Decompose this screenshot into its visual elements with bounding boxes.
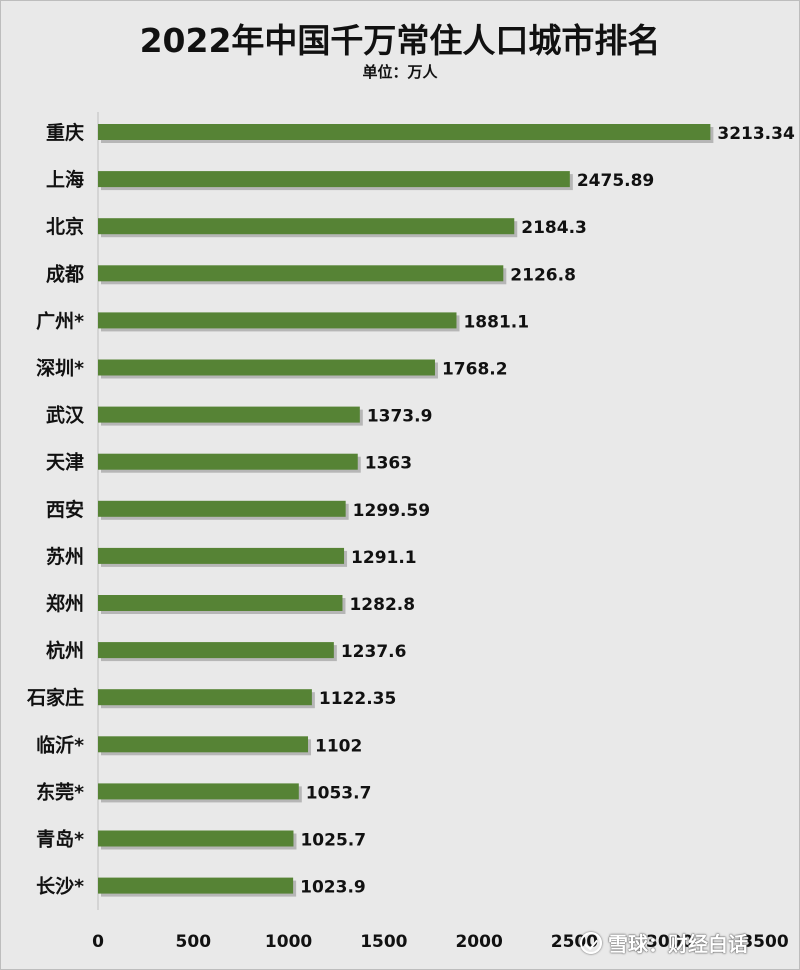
category-label: 武汉 bbox=[46, 405, 85, 427]
category-label: 成都 bbox=[46, 262, 84, 285]
bar bbox=[98, 124, 711, 140]
category-label: 东莞* bbox=[36, 780, 84, 803]
value-label: 1122.35 bbox=[319, 689, 396, 709]
value-label: 1025.7 bbox=[300, 831, 366, 851]
category-label: 广州* bbox=[36, 309, 84, 332]
value-label: 1053.7 bbox=[306, 783, 372, 803]
bar bbox=[98, 453, 358, 470]
category-label: 青岛* bbox=[36, 828, 84, 851]
bar bbox=[98, 877, 294, 894]
value-label: 1102 bbox=[315, 736, 362, 756]
x-tick-label: 1000 bbox=[265, 932, 312, 952]
category-label: 西安 bbox=[46, 498, 84, 521]
value-label: 1373.9 bbox=[367, 407, 433, 427]
bar bbox=[98, 406, 360, 423]
bar bbox=[98, 642, 334, 659]
value-label: 1291.1 bbox=[351, 548, 417, 568]
bar bbox=[98, 689, 312, 706]
value-label: 1363 bbox=[365, 454, 412, 474]
bar bbox=[98, 500, 346, 517]
value-label: 3213.34 bbox=[717, 124, 795, 144]
x-tick-label: 3500 bbox=[741, 932, 788, 952]
value-label: 1768.2 bbox=[442, 360, 508, 380]
x-tick-label: 2000 bbox=[455, 932, 502, 952]
chart-subtitle: 单位：万人 bbox=[362, 63, 438, 81]
value-label: 1282.8 bbox=[349, 595, 415, 615]
value-label: 2126.8 bbox=[510, 265, 576, 285]
bar bbox=[98, 265, 504, 282]
category-label: 天津 bbox=[46, 451, 84, 474]
category-label: 杭州 bbox=[46, 639, 84, 662]
value-label: 1237.6 bbox=[341, 642, 407, 662]
x-tick-label: 500 bbox=[176, 932, 212, 952]
x-tick-label: 3000 bbox=[646, 932, 693, 952]
category-label: 郑州 bbox=[46, 593, 84, 615]
bar bbox=[98, 218, 515, 235]
category-label: 重庆 bbox=[46, 121, 84, 144]
bar bbox=[98, 171, 570, 188]
value-label: 2184.3 bbox=[521, 218, 587, 238]
x-tick-label: 0 bbox=[92, 932, 104, 952]
bar bbox=[98, 783, 299, 800]
bar bbox=[98, 830, 294, 847]
category-label: 深圳* bbox=[36, 357, 84, 380]
watermark-text: 雪球：财经白话 bbox=[608, 932, 748, 956]
snowball-logo-icon bbox=[580, 932, 602, 954]
category-label: 石家庄 bbox=[26, 686, 84, 709]
bar bbox=[98, 547, 345, 564]
category-label: 上海 bbox=[46, 168, 84, 191]
chart-title: 2022年中国千万常住人口城市排名 bbox=[139, 21, 661, 60]
bar bbox=[98, 736, 309, 753]
watermark: 雪球：财经白话 bbox=[580, 928, 748, 957]
value-label: 1023.9 bbox=[300, 878, 366, 898]
category-label: 北京 bbox=[46, 215, 84, 238]
value-label: 2475.89 bbox=[577, 171, 654, 191]
value-label: 1881.1 bbox=[463, 312, 529, 332]
bar bbox=[98, 595, 343, 611]
bar bbox=[98, 312, 457, 329]
category-label: 临沂* bbox=[36, 733, 84, 756]
value-label: 1299.59 bbox=[353, 501, 430, 521]
x-tick-label: 1500 bbox=[360, 932, 407, 952]
category-label: 长沙* bbox=[36, 876, 84, 898]
bar bbox=[98, 359, 435, 376]
category-label: 苏州 bbox=[46, 545, 84, 568]
